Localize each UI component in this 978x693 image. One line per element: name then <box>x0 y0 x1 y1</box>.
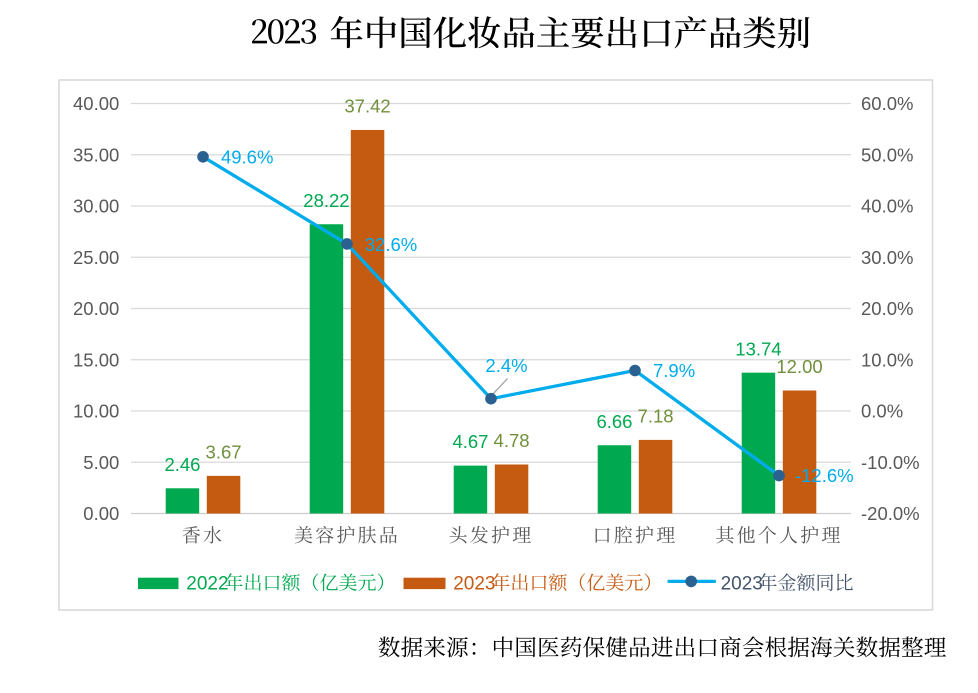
svg-text:37.42: 37.42 <box>344 96 390 117</box>
svg-text:32.6%: 32.6% <box>365 234 417 255</box>
svg-text:0.0%: 0.0% <box>861 401 903 422</box>
svg-text:2023: 2023 <box>721 574 763 595</box>
svg-text:2023: 2023 <box>453 574 495 595</box>
svg-text:12.00: 12.00 <box>776 356 822 377</box>
svg-text:4.78: 4.78 <box>494 430 530 451</box>
svg-text:28.22: 28.22 <box>303 190 349 211</box>
svg-text:7.9%: 7.9% <box>653 360 695 381</box>
svg-text:40.0%: 40.0% <box>861 196 913 217</box>
svg-text:10.0%: 10.0% <box>861 349 913 370</box>
svg-text:2022: 2022 <box>186 574 228 595</box>
svg-text:30.0%: 30.0% <box>861 247 913 268</box>
svg-text:40.00: 40.00 <box>73 93 119 114</box>
svg-text:7.18: 7.18 <box>638 406 674 427</box>
svg-text:25.00: 25.00 <box>73 247 119 268</box>
svg-text:35.00: 35.00 <box>73 144 119 165</box>
svg-text:15.00: 15.00 <box>73 349 119 370</box>
svg-text:4.67: 4.67 <box>452 431 488 452</box>
svg-text:49.6%: 49.6% <box>221 147 273 168</box>
svg-text:0.00: 0.00 <box>83 503 119 524</box>
svg-text:3.67: 3.67 <box>206 441 242 462</box>
svg-text:6.66: 6.66 <box>596 411 632 432</box>
svg-text:60.0%: 60.0% <box>861 93 913 114</box>
svg-text:-12.6%: -12.6% <box>795 465 854 486</box>
svg-text:5.00: 5.00 <box>83 452 119 473</box>
svg-text:20.00: 20.00 <box>73 298 119 319</box>
svg-text:50.0%: 50.0% <box>861 144 913 165</box>
svg-text:13.74: 13.74 <box>735 338 781 359</box>
svg-text:10.00: 10.00 <box>73 401 119 422</box>
svg-text:-10.0%: -10.0% <box>861 452 920 473</box>
svg-text:-20.0%: -20.0% <box>861 503 920 524</box>
svg-text:2.4%: 2.4% <box>485 355 527 376</box>
svg-text:20.0%: 20.0% <box>861 298 913 319</box>
svg-text:2.46: 2.46 <box>164 454 200 475</box>
svg-text:30.00: 30.00 <box>73 196 119 217</box>
